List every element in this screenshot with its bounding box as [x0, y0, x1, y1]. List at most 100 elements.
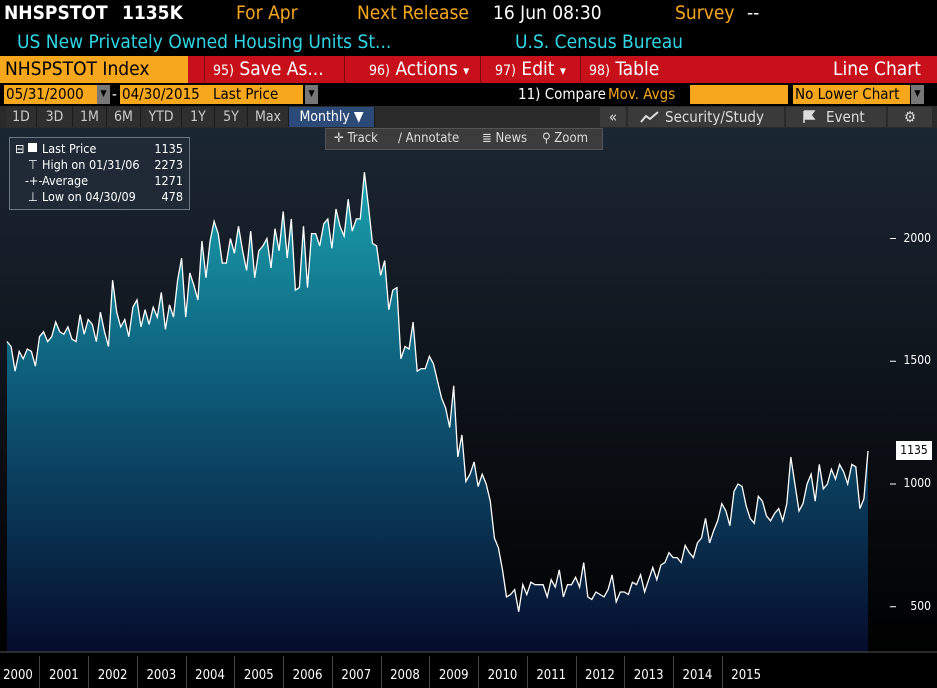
period-max[interactable]: Max [248, 107, 289, 127]
legend-value-last: 1135 [154, 141, 183, 156]
date-range-row: 05/31/2000 ▼ - 04/30/2015 Last Price ▼ 1… [0, 83, 937, 105]
end-date-input[interactable]: 04/30/2015 [120, 85, 203, 104]
x-tick-label: 2011 [536, 668, 567, 683]
x-year-divider [478, 656, 480, 688]
zoom-label: Zoom [554, 131, 589, 146]
security-input[interactable]: NHSPSTOT Index [0, 56, 188, 83]
next-release-value: 16 Jun 08:30 [493, 2, 602, 24]
magnifier-icon: ⚲ [542, 131, 551, 146]
edit-num: 97) [495, 63, 516, 79]
header-row: NHSPSTOT 1135K For Apr Next Release 16 J… [0, 0, 937, 30]
x-tick-label: 2006 [292, 668, 323, 683]
legend-label-last: Last Price [42, 141, 97, 156]
annotate-label: Annotate [405, 131, 460, 146]
ticker: NHSPSTOT [4, 2, 108, 24]
date-separator: - [112, 85, 117, 103]
chart-toolbar: ✛ Track ∕ Annotate ≣ News ⚲ Zoom [325, 128, 603, 150]
x-tick-label: 2012 [585, 668, 615, 683]
x-tick-label: 2004 [195, 668, 225, 683]
survey-label: Survey [675, 2, 735, 24]
field-select[interactable]: Last Price [203, 85, 303, 104]
period-5y[interactable]: 5Y [215, 107, 248, 127]
news-icon: ≣ [482, 131, 492, 146]
legend-collapse-icon[interactable]: ⊟ [15, 141, 25, 156]
actions-menu[interactable]: 96) Actions ▾ [344, 56, 480, 83]
x-tick-label: 2000 [3, 668, 33, 683]
news-tool[interactable]: ≣ News [482, 130, 527, 148]
period-3d[interactable]: 3D [37, 107, 73, 127]
low-marker-icon: ⊥ [28, 189, 38, 204]
security-study-label: Security/Study [665, 108, 764, 126]
last-price-label: 1135 [896, 440, 932, 460]
x-year-divider [185, 656, 187, 688]
track-tool[interactable]: ✛ Track [334, 130, 378, 148]
edit-label: Edit [521, 58, 555, 80]
save-as-button[interactable]: 95) Save As... [204, 56, 344, 83]
legend-label-low: Low on 04/30/09 [42, 189, 136, 204]
high-marker-icon: ⊤ [28, 157, 38, 172]
x-year-divider [331, 656, 333, 688]
description-row: US New Privately Owned Housing Units St.… [0, 30, 937, 56]
pencil-icon: ∕ [398, 131, 402, 146]
compare-input[interactable] [690, 85, 788, 104]
period-1m[interactable]: 1M [73, 107, 107, 127]
x-tick-label: 2002 [97, 668, 128, 683]
compare-value[interactable]: Mov. Avgs [608, 85, 676, 103]
chevron-down-icon: ▾ [559, 64, 566, 79]
compare-label[interactable]: 11) Compare [518, 85, 606, 104]
x-tick-label: 2008 [390, 668, 420, 683]
collapse-button[interactable]: « [600, 107, 626, 127]
period-ytd[interactable]: YTD [141, 107, 182, 127]
x-axis: 2000 2001 2002 2003 2004 2005 2006 2007 2008 2009… [0, 656, 937, 688]
table-label: Table [615, 58, 660, 80]
y-axis [890, 238, 896, 608]
series-line [6, 172, 869, 612]
period-6m[interactable]: 6M [107, 107, 141, 127]
x-tick-label: 2013 [633, 668, 664, 683]
period-bar: 1D 3D 1M 6M YTD 1Y 5Y Max Monthly ▼ « Se… [0, 106, 937, 128]
news-label: News [495, 131, 528, 146]
actions-label: Actions [395, 58, 458, 80]
event-label: Event [826, 108, 865, 126]
y-tick-label: 1500 [903, 353, 931, 368]
x-year-divider [624, 656, 626, 688]
legend-label-high: High on 01/31/06 [42, 157, 140, 172]
security-study-button[interactable]: Security/Study [628, 107, 784, 127]
table-button[interactable]: 98) Table [580, 56, 690, 83]
x-year-divider [88, 656, 90, 688]
field-dropdown[interactable]: ▼ [305, 85, 318, 104]
period-1d[interactable]: 1D [6, 107, 37, 127]
line-chart[interactable] [0, 128, 937, 656]
x-tick-label: 2009 [438, 668, 469, 683]
lower-chart-dropdown[interactable]: ▼ [911, 85, 924, 104]
event-button[interactable]: Event [786, 107, 886, 127]
edit-menu[interactable]: 97) Edit ▾ [480, 56, 580, 83]
frequency-select[interactable]: Monthly ▼ [289, 107, 375, 127]
crosshair-icon: ✛ [334, 131, 344, 146]
period-label: For Apr [236, 2, 298, 24]
annotate-tool[interactable]: ∕ Annotate [398, 130, 459, 148]
chart-type-button[interactable]: Line Chart [832, 58, 921, 80]
x-tick-label: 2007 [341, 668, 372, 683]
survey-value: -- [747, 2, 760, 24]
legend-swatch [28, 143, 37, 152]
zoom-tool[interactable]: ⚲ Zoom [542, 130, 588, 148]
compare-text: Compare [544, 85, 606, 103]
x-year-divider [234, 656, 236, 688]
x-year-divider [526, 656, 528, 688]
track-label: Track [347, 131, 378, 146]
gear-icon[interactable]: ⚙ [888, 107, 932, 127]
legend-value-average: 1271 [154, 173, 183, 188]
last-value: 1135K [122, 2, 183, 24]
study-chart-icon [640, 111, 659, 123]
start-date-input[interactable]: 05/31/2000 [4, 85, 97, 104]
start-date-dropdown[interactable]: ▼ [97, 85, 110, 104]
x-year-divider [39, 656, 41, 688]
x-tick-label: 2005 [243, 668, 274, 683]
x-year-divider [429, 656, 431, 688]
period-1y[interactable]: 1Y [182, 107, 215, 127]
lower-chart-select[interactable]: No Lower Chart [793, 85, 910, 104]
legend-box[interactable]: ⊟ Last Price 1135 ⊤ High on 01/31/06 227… [9, 137, 190, 210]
x-year-divider [283, 656, 285, 688]
save-as-label: Save As... [239, 58, 324, 80]
